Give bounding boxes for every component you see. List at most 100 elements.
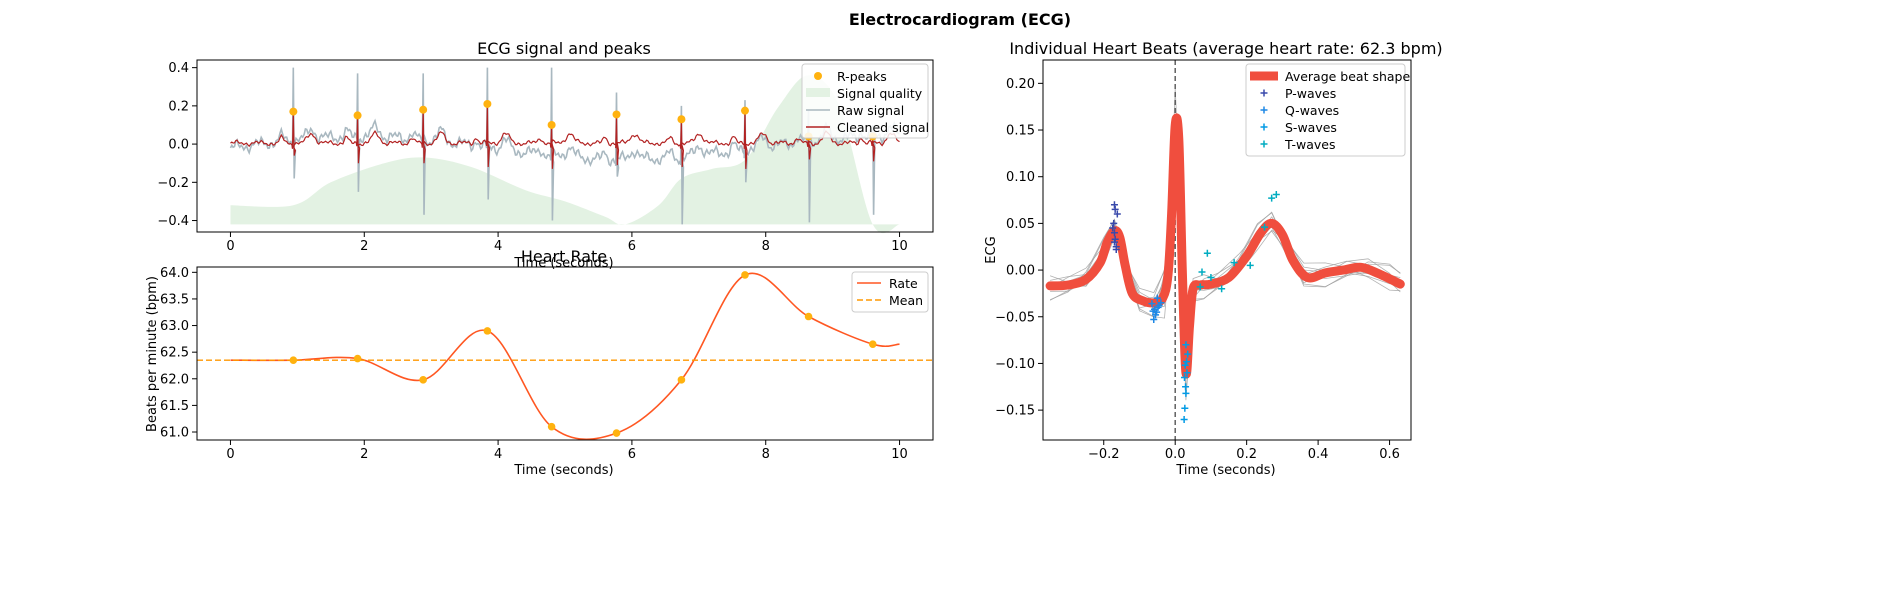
legend-wave-marker [1260, 140, 1268, 148]
p-waves-marker [1111, 235, 1119, 243]
legend-wave-marker [1260, 123, 1268, 131]
q-waves-marker [1153, 294, 1161, 302]
beats-legend-label: P-waves [1285, 86, 1336, 101]
rate-x-axis-label: Time (seconds) [513, 463, 613, 478]
ecg-x-tick-label: 6 [628, 239, 636, 254]
legend-wave-marker [1260, 89, 1268, 97]
beats-x-axis-label: Time (seconds) [1175, 463, 1275, 478]
rate-y-tick-label: 62.5 [160, 346, 189, 361]
heart-beats-panel: Individual Heart Beats (average heart ra… [984, 39, 1443, 478]
ecg-panel-title: ECG signal and peaks [477, 39, 651, 58]
rate-peak-point [483, 327, 492, 335]
r-peak-point [353, 111, 362, 120]
beats-y-tick-label: 0.15 [1006, 124, 1035, 139]
p-waves-marker [1112, 246, 1120, 254]
q-waves-marker [1148, 300, 1156, 308]
cleaned-signal-line [230, 103, 900, 169]
ecg-y-tick-label: 0.2 [168, 99, 189, 114]
beats-legend: Average beat shape P-waves Q-waves S-waves T… [1245, 63, 1410, 157]
p-waves-marker [1109, 224, 1117, 232]
q-waves-marker [1149, 307, 1157, 315]
r-peak-point [419, 105, 428, 114]
ecg-y-tick-label: 0.0 [168, 138, 189, 153]
rate-y-tick-label: 63.5 [160, 292, 189, 307]
rate-panel-title: Heart Rate [521, 247, 607, 266]
beats-y-tick-label: 0.05 [1006, 217, 1035, 232]
beats-y-tick-label: 0.00 [1006, 264, 1035, 279]
t-waves-marker [1230, 259, 1238, 267]
ecg-signal-panel: ECG signal and peaks 0 2 4 6 8 10−0.4−0.20.00… [157, 39, 934, 271]
t-waves-marker [1246, 261, 1254, 269]
legend-wave-marker [1260, 106, 1268, 114]
p-waves-marker [1113, 210, 1121, 218]
rate-peak-point [547, 422, 556, 431]
ecg-axes-frame [196, 59, 934, 233]
beats-y-tick-label: 0.10 [1006, 170, 1035, 185]
beats-y-tick-label: −0.15 [995, 404, 1035, 419]
rate-plot-area: 0 2 4 6 8 10 61.0 61.5 62.0 62.5 63.0 63.5 64.0 Rate M… [160, 266, 934, 462]
average-beat-line [1045, 113, 1405, 379]
q-waves-marker [1157, 299, 1165, 307]
ecg-y-tick-label: −0.2 [157, 176, 189, 191]
q-waves-marker [1150, 316, 1158, 324]
rate-legend: Rate Mean [851, 271, 929, 313]
s-waves-marker [1183, 369, 1191, 377]
rate-y-tick-label: 63.0 [160, 319, 189, 334]
beats-legend-label: T-waves [1284, 137, 1335, 152]
rate-y-tick-label: 64.0 [160, 266, 189, 281]
ecg-x-tick-label: 0 [226, 239, 234, 254]
legend-signal-quality-swatch [806, 88, 830, 97]
rate-y-tick-label: 61.0 [160, 426, 189, 441]
rate-peak-point [868, 340, 877, 348]
rate-y-axis-label: Beats per minute (bpm) [145, 276, 160, 432]
rate-legend-label: Rate [889, 276, 918, 291]
rate-peak-point [353, 354, 362, 363]
rate-legend-frame [851, 271, 929, 313]
p-waves-marker [1110, 219, 1118, 227]
s-waves-marker [1181, 404, 1189, 412]
rate-x-tick-label: 0 [226, 447, 234, 462]
ecg-legend-label: R-peaks [837, 69, 887, 84]
beats-legend-label: Average beat shape [1285, 69, 1410, 84]
r-peak-point [740, 106, 749, 115]
ecg-y-tick-label: 0.4 [168, 61, 189, 76]
beats-y-tick-label: 0.20 [1006, 77, 1035, 92]
ecg-y-tick-label: −0.4 [157, 214, 189, 229]
rate-peak-point [741, 271, 749, 279]
figure-suptitle: Electrocardiogram (ECG) [849, 10, 1071, 29]
s-waves-marker [1180, 373, 1188, 381]
t-waves-marker [1207, 274, 1215, 282]
s-waves-marker [1181, 361, 1189, 369]
beats-x-tick-label: −0.2 [1088, 447, 1120, 462]
s-waves-marker [1182, 341, 1190, 349]
rate-peak-point [677, 376, 686, 384]
t-waves-marker [1198, 268, 1206, 276]
beats-x-tick-label: 0.4 [1308, 447, 1329, 462]
legend-r-peaks-marker [814, 72, 822, 80]
ecg-x-tick-label: 10 [891, 239, 908, 254]
rate-x-tick-label: 8 [762, 447, 770, 462]
ecg-x-tick-label: 4 [494, 239, 502, 254]
t-waves-marker [1196, 283, 1204, 291]
ecg-legend: R-peaks Signal quality Raw signal Cleaned s… [801, 63, 929, 139]
r-peak-point [612, 110, 621, 119]
rate-legend-label: Mean [889, 293, 923, 308]
beats-legend-label: S-waves [1285, 120, 1337, 135]
beats-y-tick-label: −0.10 [995, 357, 1035, 372]
ecg-legend-label: Raw signal [837, 103, 904, 118]
q-waves-marker [1154, 303, 1162, 311]
t-waves-marker [1203, 249, 1211, 257]
p-waves-marker [1110, 229, 1118, 237]
s-waves-marker [1180, 415, 1188, 423]
r-peak-point [483, 99, 492, 108]
rate-peak-point [612, 429, 621, 437]
r-peak-point [547, 120, 556, 129]
ecg-x-tick-label: 2 [360, 239, 368, 254]
beats-plot-area: −0.2 0.0 0.2 0.4 0.6 −0.15 −0.10 −0.05 0.00 0.05 0… [995, 59, 1412, 462]
rate-x-tick-label: 10 [891, 447, 908, 462]
t-waves-marker [1261, 223, 1269, 231]
rate-peak-point [289, 356, 298, 364]
raw-signal-line [229, 67, 900, 225]
t-waves-marker [1268, 194, 1276, 202]
